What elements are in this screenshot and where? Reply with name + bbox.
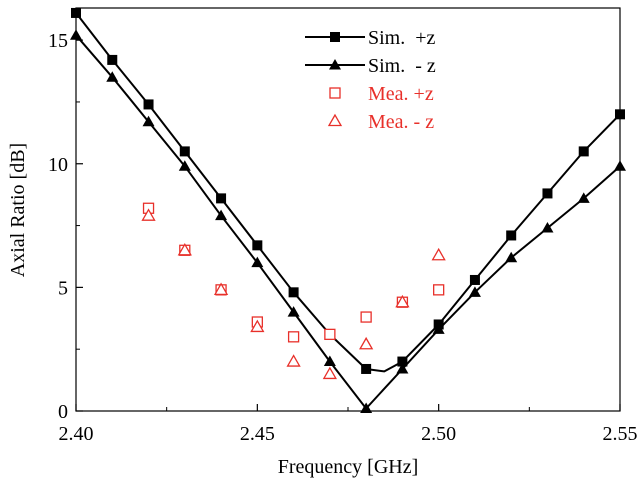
data-point [432,323,445,334]
series-1 [70,29,626,414]
data-point [322,366,337,380]
data-point [505,251,518,263]
y-tick-label: 5 [58,277,68,299]
legend-marker [330,32,340,42]
legend-item: Mea. - z [327,111,434,133]
data-point [324,328,336,341]
x-axis-label: Frequency [GHz] [278,456,419,478]
data-point [106,71,119,82]
axis-ticks [75,39,621,412]
data-point [287,306,300,317]
series-2 [142,202,445,343]
data-point [397,356,408,367]
series-line [75,12,621,373]
data-point [323,355,336,367]
data-point [542,188,553,199]
plot-area-frame [75,7,621,412]
legend-item: Mea. +z [329,83,434,105]
data-point [177,242,192,256]
data-point [251,256,264,268]
data-point [431,247,446,261]
data-point [288,287,299,298]
legend-label: Sim. +z [368,27,436,49]
series-0 [71,7,625,374]
legend-label: Mea. - z [368,111,434,133]
legend: Sim. +z Sim. - z Mea. +z Mea. - z [305,27,436,133]
x-tick-label: 2.50 [421,423,456,445]
legend-label: Mea. +z [368,83,434,105]
data-point [396,362,409,374]
y-tick-label: 15 [48,30,68,52]
data-point [141,208,156,221]
data-point [469,274,480,285]
legend-marker [329,87,341,99]
legend-marker [327,113,343,127]
series-layer [70,7,626,414]
legend-label: Sim. - z [368,55,436,77]
data-point [107,54,118,65]
legend-marker [329,59,341,70]
data-point [577,192,590,203]
legend-item: Sim. - z [305,55,436,77]
data-point [215,209,228,221]
data-point [506,230,517,241]
series-line [75,34,621,410]
data-point [578,146,589,157]
data-point [252,240,263,251]
data-point [360,311,372,323]
tick-labels: 2.40 2.45 2.50 2.55 0 5 10 15 [48,30,638,445]
data-point [142,115,155,127]
x-tick-label: 2.55 [603,423,638,445]
data-point [179,146,190,157]
data-point [468,286,481,297]
series-3 [141,208,446,380]
y-tick-label: 10 [48,154,68,176]
data-point [143,99,154,110]
data-point [541,222,554,233]
data-point [287,331,300,343]
data-point [286,354,301,367]
y-axis-label: Axial Ratio [dB] [7,143,29,277]
data-point [359,336,374,350]
x-tick-label: 2.40 [59,423,94,445]
data-point [213,282,229,296]
data-point [178,160,191,171]
data-point [361,363,372,374]
data-point [250,319,265,333]
data-point [433,284,445,296]
data-point [395,294,410,308]
data-point [216,193,227,204]
y-tick-label: 0 [58,401,68,423]
legend-item: Sim. +z [305,27,436,49]
x-tick-label: 2.45 [240,423,275,445]
